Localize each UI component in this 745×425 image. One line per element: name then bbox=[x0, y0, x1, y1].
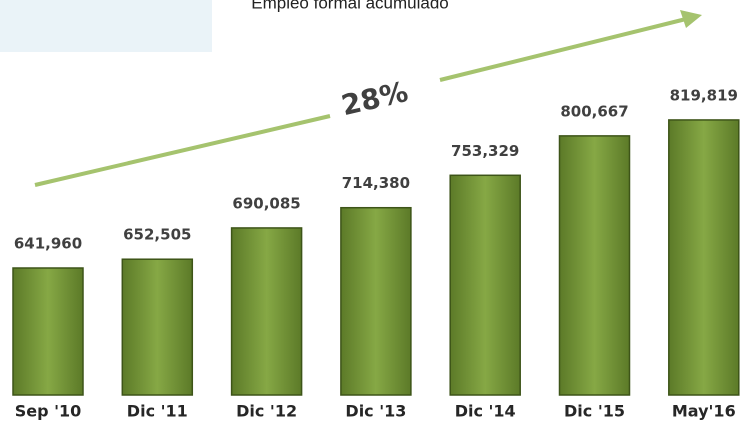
value-label: 819,819 bbox=[670, 86, 738, 104]
header-panel bbox=[0, 0, 212, 52]
bar bbox=[668, 119, 740, 396]
bar bbox=[12, 267, 84, 396]
x-tick-label: Dic '15 bbox=[564, 402, 625, 421]
bar bbox=[121, 258, 194, 396]
value-label: 753,329 bbox=[451, 142, 519, 160]
value-label: 714,380 bbox=[342, 174, 410, 192]
x-tick-label: Sep '10 bbox=[15, 402, 82, 421]
x-tick-label: Dic '13 bbox=[345, 402, 406, 421]
x-tick-label: May'16 bbox=[672, 402, 736, 421]
value-label: 800,667 bbox=[560, 102, 628, 120]
x-tick-label: Dic '11 bbox=[127, 402, 188, 421]
x-tick-label: Dic '14 bbox=[455, 402, 516, 421]
value-label: 690,085 bbox=[232, 194, 300, 212]
value-label: 641,960 bbox=[14, 235, 82, 253]
bar bbox=[230, 227, 303, 396]
trend-arrow bbox=[34, 16, 691, 187]
bar bbox=[558, 135, 631, 396]
chart-title: Empleo formal acumulado bbox=[251, 0, 448, 12]
bar bbox=[449, 174, 521, 396]
value-label: 652,505 bbox=[123, 226, 191, 244]
annotation: 28% bbox=[338, 75, 411, 122]
arrow-head bbox=[680, 10, 702, 28]
x-tick-label: Dic '12 bbox=[236, 402, 297, 421]
bar bbox=[340, 206, 412, 396]
